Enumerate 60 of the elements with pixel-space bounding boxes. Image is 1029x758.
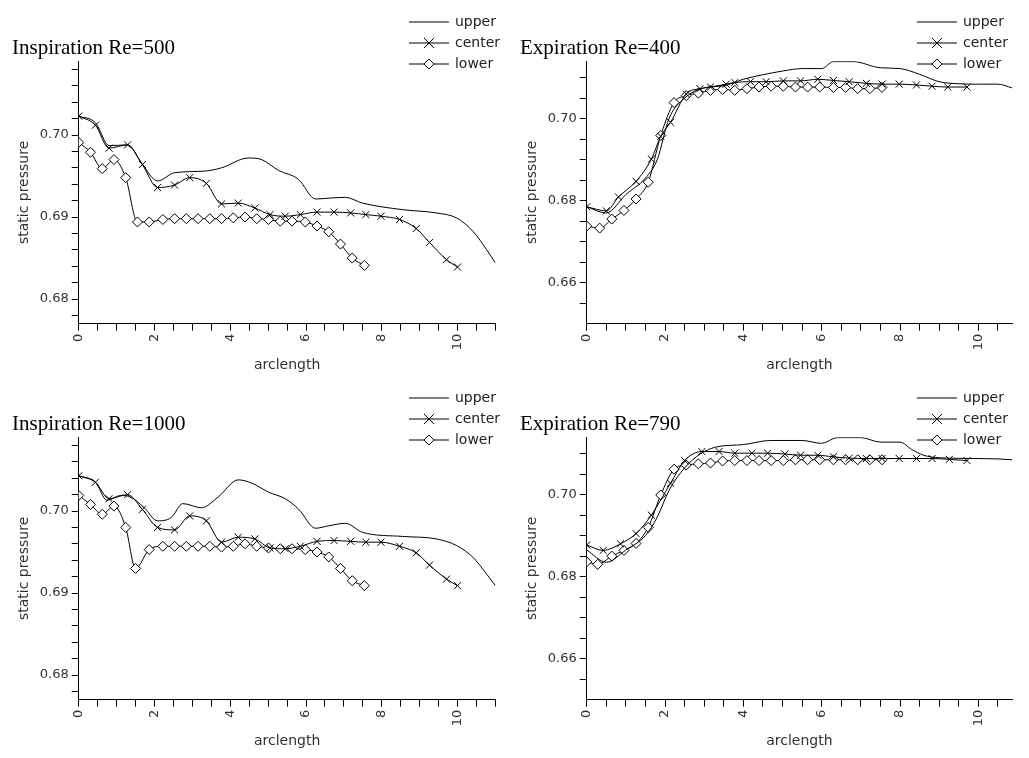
- x-tick-label: 6: [297, 709, 313, 718]
- legend-label: upper: [454, 12, 497, 29]
- chart-title: Inspiration Re=1000: [12, 411, 186, 436]
- x-tick-label: 2: [145, 333, 161, 342]
- legend-label: upper: [962, 12, 1005, 29]
- x-tick-label: 4: [734, 333, 750, 342]
- x-tick-label: 10: [969, 333, 985, 351]
- legend-label: lower: [962, 430, 1002, 447]
- y-tick-label: 0.66: [547, 274, 577, 290]
- y-axis-title: static pressure: [523, 140, 540, 245]
- legend-label: center: [454, 409, 501, 426]
- legend-label: center: [962, 409, 1009, 426]
- chart-title: Expiration Re=400: [520, 35, 681, 60]
- x-tick-label: 4: [221, 333, 237, 342]
- x-tick-label: 0: [70, 333, 86, 342]
- x-tick-label: 0: [70, 709, 86, 718]
- x-tick-label: 8: [891, 709, 907, 718]
- x-tick-label: 6: [813, 333, 829, 342]
- x-tick-label: 6: [297, 333, 313, 342]
- x-tick-label: 0: [578, 709, 594, 718]
- x-tick-label: 2: [145, 709, 161, 718]
- y-tick-label: 0.69: [39, 208, 69, 224]
- y-tick-label: 0.68: [547, 568, 577, 584]
- x-tick-label: 10: [969, 709, 985, 727]
- y-tick-label: 0.66: [547, 650, 577, 666]
- y-axis-title: static pressure: [15, 516, 32, 621]
- x-axis-title: arclength: [766, 732, 833, 749]
- x-axis-title: arclength: [253, 356, 321, 373]
- x-tick-label: 8: [373, 333, 389, 342]
- x-axis-title: arclength: [253, 732, 321, 749]
- legend-label: upper: [454, 388, 497, 405]
- x-tick-label: 8: [891, 333, 907, 342]
- y-tick-label: 0.68: [547, 192, 577, 208]
- chart-title: Expiration Re=790: [520, 411, 681, 436]
- y-tick-label: 0.70: [547, 109, 577, 125]
- x-tick-label: 2: [656, 709, 672, 718]
- y-axis-title: static pressure: [15, 140, 32, 245]
- legend-label: center: [454, 33, 501, 50]
- x-tick-label: 10: [448, 333, 464, 351]
- y-tick-label: 0.70: [39, 126, 69, 142]
- chart-title: Inspiration Re=500: [12, 35, 175, 60]
- x-tick-label: 8: [373, 709, 389, 718]
- y-tick-label: 0.69: [39, 584, 69, 600]
- legend-label: center: [962, 33, 1009, 50]
- legend-label: lower: [454, 54, 494, 71]
- x-tick-label: 2: [656, 333, 672, 342]
- legend-label: lower: [962, 54, 1002, 71]
- x-tick-label: 4: [734, 709, 750, 718]
- y-tick-label: 0.70: [547, 485, 577, 501]
- x-tick-label: 10: [448, 709, 464, 727]
- x-axis-title: arclength: [766, 356, 833, 373]
- x-tick-label: 4: [221, 709, 237, 718]
- x-tick-label: 6: [813, 709, 829, 718]
- y-tick-label: 0.68: [39, 290, 69, 306]
- x-tick-label: 0: [578, 333, 594, 342]
- y-tick-label: 0.70: [39, 502, 69, 518]
- y-axis-title: static pressure: [523, 516, 540, 621]
- y-tick-label: 0.68: [39, 666, 69, 682]
- legend-label: upper: [962, 388, 1005, 405]
- legend-label: lower: [454, 430, 494, 447]
